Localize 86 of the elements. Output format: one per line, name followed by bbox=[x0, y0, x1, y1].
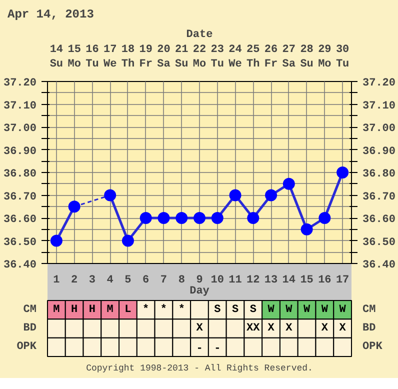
y-tick-label: 36.80 bbox=[3, 168, 37, 180]
x-tick-label: 10 bbox=[210, 274, 224, 286]
x2-tick-label: 20 Sa bbox=[157, 44, 171, 70]
y2-tick-label: OPK bbox=[362, 341, 383, 354]
x2-tick-label: 29 Mo bbox=[318, 44, 332, 70]
y2-tick-label: 37.20 bbox=[362, 78, 396, 90]
text: X bbox=[268, 322, 274, 334]
y-tick-label: 36.70 bbox=[3, 191, 37, 204]
x2-tick-label: 22 Mo bbox=[192, 44, 206, 70]
y2-tick-label: 36.50 bbox=[362, 236, 396, 249]
x2-tick-label: 15 Mo bbox=[68, 44, 82, 70]
y-tick-label: OPK bbox=[16, 341, 37, 354]
x2-tick-label: 14 Su bbox=[50, 44, 64, 70]
text: X bbox=[339, 322, 346, 334]
y-tick-label: 36.40 bbox=[3, 260, 37, 272]
x2-tick-label: 23 Tu bbox=[210, 44, 224, 70]
x-tick-label: 14 bbox=[282, 274, 296, 286]
x-tick-label: 7 bbox=[160, 274, 168, 286]
y2-tick-label: 37.00 bbox=[362, 123, 396, 135]
x2-tick-label: 28 Su bbox=[300, 44, 314, 70]
text: S bbox=[232, 304, 239, 316]
x-axis-title: Day bbox=[190, 286, 210, 298]
y2-tick-label: 36.40 bbox=[362, 260, 396, 272]
x2-tick-label: 25 Th bbox=[246, 44, 260, 70]
text: W bbox=[303, 304, 310, 316]
text: L bbox=[124, 304, 132, 316]
text: H bbox=[71, 304, 78, 316]
text: W bbox=[321, 304, 328, 316]
text: M bbox=[53, 304, 60, 316]
x-tick-label: 13 bbox=[264, 274, 278, 286]
x-tick-label: 17 bbox=[336, 274, 350, 286]
y2-tick-label: 36.70 bbox=[362, 191, 396, 204]
y-tick-label: 36.90 bbox=[3, 146, 37, 158]
x2-tick-label: 24 We bbox=[228, 44, 242, 70]
text: W bbox=[268, 304, 274, 316]
x2-tick-label: 16 Tu bbox=[86, 44, 99, 70]
x-tick-label: 15 bbox=[300, 274, 314, 286]
x2-tick-label: 21 Su bbox=[175, 44, 189, 70]
text: XX bbox=[246, 322, 260, 334]
y2-tick-label: 36.90 bbox=[362, 146, 396, 158]
text: H bbox=[88, 304, 96, 316]
x-tick-label: 16 bbox=[318, 274, 332, 286]
y-tick-label: 37.20 bbox=[3, 78, 37, 90]
x-tick-label: 12 bbox=[246, 274, 260, 286]
y-tick-label: 36.60 bbox=[3, 214, 37, 226]
text: W bbox=[286, 304, 292, 316]
text: X bbox=[286, 322, 292, 334]
y-tick-label: CM bbox=[23, 304, 37, 316]
text: M bbox=[106, 304, 114, 316]
text: - bbox=[214, 343, 221, 356]
text: X bbox=[321, 322, 328, 334]
x2-tick-label: 30 Tu bbox=[336, 44, 350, 70]
x-tick-label: 6 bbox=[142, 274, 150, 286]
x2-axis-title: Date bbox=[186, 29, 214, 42]
x-tick-label: 11 bbox=[228, 274, 242, 286]
y2-tick-label: 37.10 bbox=[362, 100, 396, 112]
y2-tick-label: 36.60 bbox=[362, 214, 396, 226]
y-tick-label: 36.50 bbox=[3, 236, 37, 249]
y-tick-label: 37.10 bbox=[3, 100, 37, 112]
text: * bbox=[160, 304, 168, 316]
x-tick-label: 4 bbox=[106, 274, 114, 286]
y2-tick-label: BD bbox=[362, 322, 376, 334]
chart-title: Apr 14, 2013 bbox=[8, 8, 94, 22]
x2-tick-label: 17 We bbox=[103, 44, 118, 70]
x2-tick-label: 26 Fr bbox=[264, 44, 278, 70]
text: - bbox=[196, 343, 203, 356]
text: S bbox=[250, 304, 256, 316]
x-tick-label: 1 bbox=[53, 274, 60, 286]
x-tick-label: 8 bbox=[178, 274, 186, 286]
x-tick-label: 3 bbox=[88, 274, 96, 286]
y2-tick-label: CM bbox=[362, 304, 376, 316]
text: S bbox=[214, 304, 221, 316]
x2-tick-label: 18 Th bbox=[121, 44, 135, 70]
x-tick-label: 2 bbox=[71, 274, 78, 286]
y-tick-label: 37.00 bbox=[3, 123, 37, 135]
y-tick-label: BD bbox=[23, 322, 37, 334]
x-tick-label: 9 bbox=[196, 274, 203, 286]
text: X bbox=[196, 322, 203, 334]
x-tick-label: 5 bbox=[124, 274, 132, 286]
text: * bbox=[178, 304, 185, 316]
text: W bbox=[339, 304, 346, 316]
x2-tick-label: 19 Fr bbox=[139, 44, 152, 70]
x2-tick-label: 27 Sa bbox=[282, 44, 296, 70]
y2-tick-label: 36.80 bbox=[362, 168, 396, 180]
text: * bbox=[142, 304, 150, 316]
text: Copyright 1998-2013 - All Rights Reserved. bbox=[86, 364, 313, 374]
